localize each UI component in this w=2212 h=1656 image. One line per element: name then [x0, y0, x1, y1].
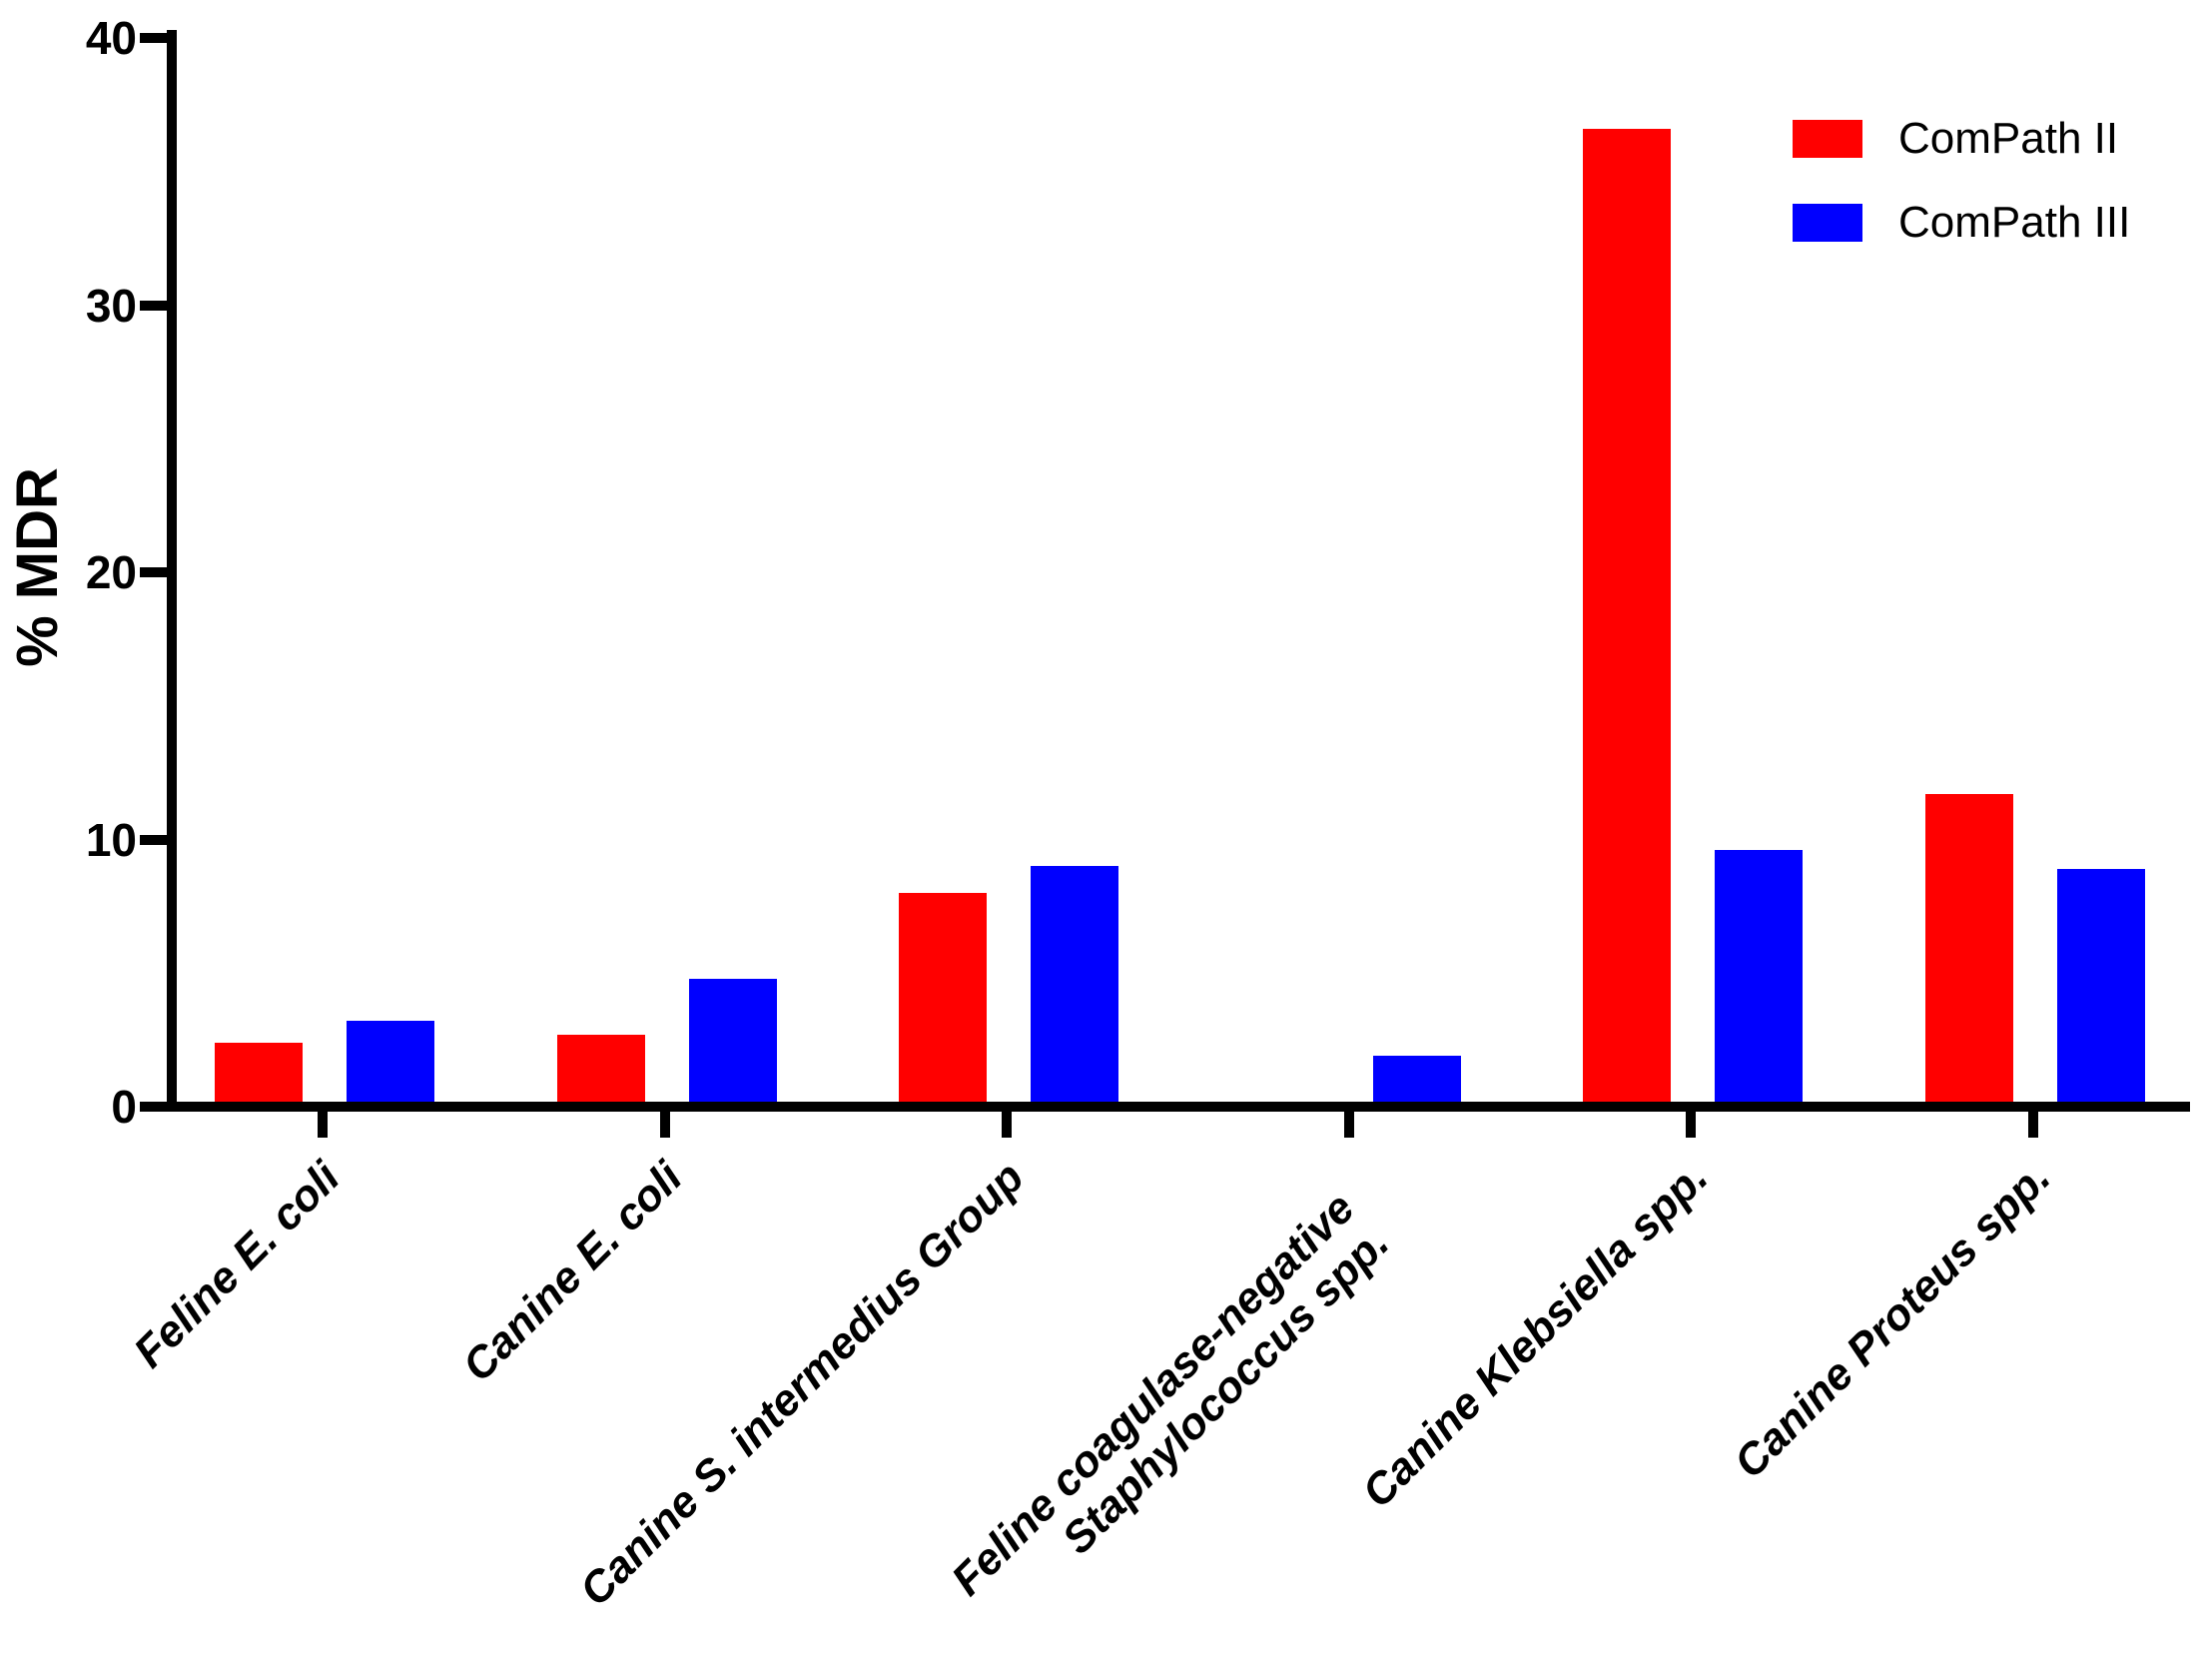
- y-tick-10: [140, 834, 167, 845]
- bar-compath-ii-feline-e-coli: [215, 1043, 303, 1107]
- y-tick-label-0: 0: [111, 1081, 137, 1133]
- y-tick-label-40: 40: [85, 12, 137, 64]
- y-tick-40: [140, 33, 167, 43]
- bar-compath-ii-canine-e-coli: [557, 1035, 645, 1107]
- bar-compath-iii-feline-e-coli: [347, 1021, 434, 1107]
- bar-compath-iii-feline-coagulase-negative-staphylococcus-spp: [1373, 1056, 1461, 1107]
- y-tick-label-20: 20: [85, 546, 137, 598]
- y-tick-0: [140, 1102, 167, 1112]
- x-category-label-line: Canine Proteus spp.: [1725, 1153, 2060, 1488]
- legend-label-compath-iii: ComPath III: [1898, 198, 2131, 247]
- bar-compath-iii-canine-klebsiella-spp: [1715, 850, 1803, 1107]
- x-tick-feline-e-coli: [318, 1112, 328, 1138]
- x-category-label-line: Feline E. coli: [124, 1153, 350, 1377]
- x-tick-canine-e-coli: [660, 1112, 670, 1138]
- y-tick-label-30: 30: [85, 279, 137, 332]
- x-tick-canine-klebsiella-spp: [1686, 1112, 1696, 1138]
- y-tick-label-10: 10: [85, 813, 137, 866]
- y-tick-20: [140, 567, 167, 577]
- bar-compath-ii-canine-proteus-spp: [1925, 794, 2013, 1107]
- x-category-label-canine-proteus-spp: Canine Proteus spp.: [1446, 1153, 2060, 1656]
- legend-label-compath-ii: ComPath II: [1898, 114, 2119, 163]
- bar-compath-ii-canine-s-intermedius-group: [899, 893, 987, 1107]
- bar-compath-ii-canine-klebsiella-spp: [1583, 129, 1671, 1107]
- bar-compath-iii-canine-proteus-spp: [2057, 869, 2145, 1107]
- y-axis-line: [167, 30, 177, 1112]
- bar-compath-iii-canine-e-coli: [689, 979, 777, 1107]
- x-category-label-line: Canine E. coli: [452, 1153, 692, 1391]
- legend-item-compath-ii: ComPath II: [1793, 112, 2130, 166]
- x-tick-canine-s-intermedius-group: [1002, 1112, 1012, 1138]
- bar-compath-iii-canine-s-intermedius-group: [1031, 866, 1118, 1107]
- x-tick-canine-proteus-spp: [2028, 1112, 2038, 1138]
- y-tick-30: [140, 300, 167, 311]
- legend-swatch-compath-ii: [1793, 120, 1862, 158]
- x-tick-feline-coagulase-negative-staphylococcus-spp: [1344, 1112, 1354, 1138]
- legend: ComPath II ComPath III: [1793, 112, 2130, 280]
- x-axis-line: [143, 1102, 2190, 1112]
- legend-item-compath-iii: ComPath III: [1793, 196, 2130, 250]
- legend-swatch-compath-iii: [1793, 204, 1862, 242]
- x-category-label-line: Canine Klebsiella spp.: [1352, 1153, 1718, 1517]
